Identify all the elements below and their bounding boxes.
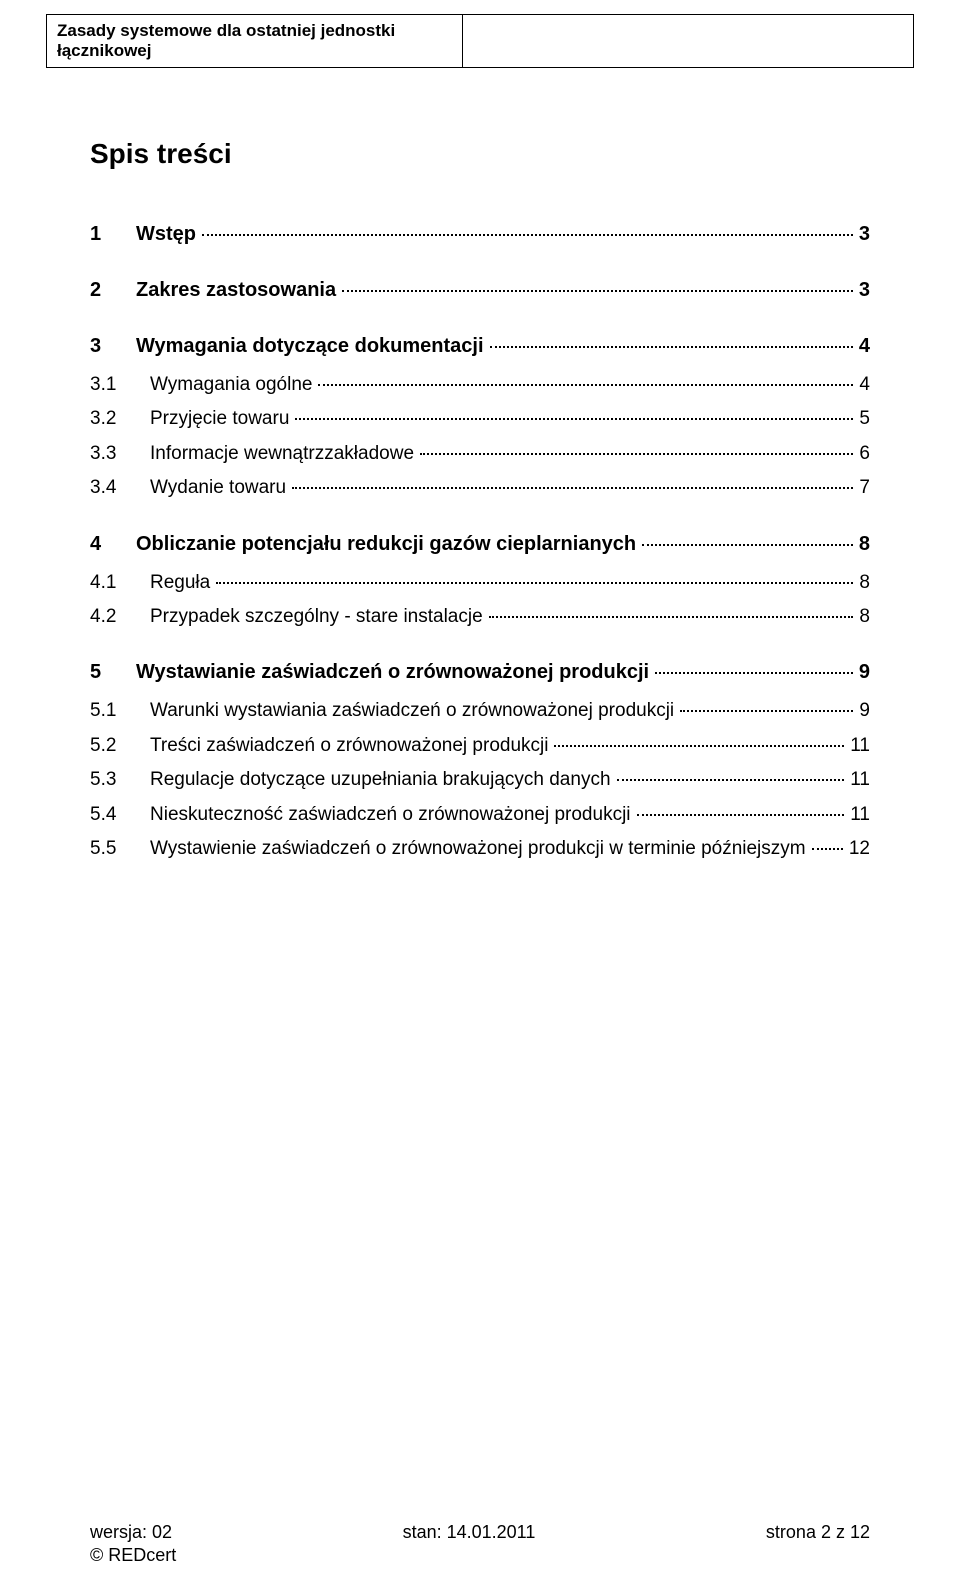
- toc-leader: [680, 710, 853, 712]
- toc-entry[interactable]: 4.1Reguła 8: [90, 568, 870, 598]
- toc-entry-label: Wymagania dotyczące dokumentacji: [136, 330, 484, 362]
- toc-entry-label: Regulacje dotyczące uzupełniania brakują…: [150, 765, 611, 795]
- toc-entry[interactable]: 4Obliczanie potencjału redukcji gazów ci…: [90, 528, 870, 560]
- toc-entry[interactable]: 2Zakres zastosowania 3: [90, 274, 870, 306]
- toc-entry-page: 4: [859, 330, 870, 362]
- toc-entry-label: Wydanie towaru: [150, 473, 286, 503]
- toc-entry[interactable]: 3.4Wydanie towaru 7: [90, 473, 870, 503]
- toc-entry-number: 5.3: [90, 765, 150, 795]
- page: Zasady systemowe dla ostatniej jednostki…: [0, 14, 960, 864]
- toc-leader: [642, 544, 853, 546]
- header-title: Zasady systemowe dla ostatniej jednostki…: [47, 15, 463, 67]
- toc-entry-page: 3: [859, 218, 870, 250]
- toc-entry[interactable]: 3.1Wymagania ogólne 4: [90, 370, 870, 400]
- toc-entry[interactable]: 5.5Wystawienie zaświadczeń o zrównoważon…: [90, 834, 870, 864]
- toc-leader: [637, 814, 845, 816]
- header-spacer: [463, 15, 913, 67]
- toc-leader: [554, 745, 844, 747]
- toc-entry-page: 7: [859, 473, 870, 503]
- toc-entry-number: 3.4: [90, 473, 150, 503]
- toc-entry-page: 4: [859, 370, 870, 400]
- header-band: Zasady systemowe dla ostatniej jednostki…: [46, 14, 914, 68]
- toc-entry[interactable]: 3.3Informacje wewnątrzzakładowe 6: [90, 439, 870, 469]
- toc-entry-label: Przypadek szczególny - stare instalacje: [150, 602, 483, 632]
- toc-entry-number: 5.1: [90, 696, 150, 726]
- toc-entry-number: 5: [90, 656, 136, 688]
- toc-entry-page: 11: [850, 765, 870, 795]
- toc-entry[interactable]: 4.2Przypadek szczególny - stare instalac…: [90, 602, 870, 632]
- toc-entry-number: 5.4: [90, 800, 150, 830]
- toc-entry-number: 3: [90, 330, 136, 362]
- footer-page: strona 2 z 12: [766, 1522, 870, 1543]
- toc-entry-label: Obliczanie potencjału redukcji gazów cie…: [136, 528, 636, 560]
- toc-entry[interactable]: 5Wystawianie zaświadczeń o zrównoważonej…: [90, 656, 870, 688]
- toc-leader: [489, 616, 854, 618]
- toc-entry-label: Reguła: [150, 568, 210, 598]
- toc-leader: [202, 234, 853, 236]
- footer-version: wersja: 02: [90, 1522, 172, 1543]
- toc-entry-number: 4.1: [90, 568, 150, 598]
- footer-row-1: wersja: 02 stan: 14.01.2011 strona 2 z 1…: [90, 1522, 870, 1543]
- toc-entry-page: 8: [859, 528, 870, 560]
- toc-entry-number: 3.1: [90, 370, 150, 400]
- toc-leader: [342, 290, 853, 292]
- footer-row-2: © REDcert: [90, 1545, 870, 1566]
- toc-leader: [490, 346, 853, 348]
- toc-entry[interactable]: 3Wymagania dotyczące dokumentacji 4: [90, 330, 870, 362]
- toc-entry-number: 5.2: [90, 731, 150, 761]
- toc-leader: [295, 418, 853, 420]
- footer: wersja: 02 stan: 14.01.2011 strona 2 z 1…: [90, 1522, 870, 1566]
- toc-entry-label: Nieskuteczność zaświadczeń o zrównoważon…: [150, 800, 631, 830]
- toc-entry-label: Informacje wewnątrzzakładowe: [150, 439, 414, 469]
- toc-entry-number: 2: [90, 274, 136, 306]
- toc-leader: [420, 453, 853, 455]
- toc-leader: [216, 582, 853, 584]
- toc-entry[interactable]: 5.4Nieskuteczność zaświadczeń o zrównowa…: [90, 800, 870, 830]
- toc-entry-number: 4: [90, 528, 136, 560]
- toc-entry-page: 3: [859, 274, 870, 306]
- toc-entry-page: 5: [859, 404, 870, 434]
- footer-date: stan: 14.01.2011: [403, 1522, 536, 1543]
- toc-title: Spis treści: [90, 138, 870, 170]
- toc-entry-number: 5.5: [90, 834, 150, 864]
- toc-entry-page: 11: [850, 731, 870, 761]
- toc-entry[interactable]: 1Wstęp 3: [90, 218, 870, 250]
- toc-entry-page: 8: [859, 602, 870, 632]
- toc-entry-page: 9: [859, 656, 870, 688]
- toc-entry[interactable]: 3.2Przyjęcie towaru 5: [90, 404, 870, 434]
- toc-entry[interactable]: 5.3Regulacje dotyczące uzupełniania brak…: [90, 765, 870, 795]
- toc-entry-label: Przyjęcie towaru: [150, 404, 289, 434]
- toc-leader: [655, 672, 853, 674]
- toc-leader: [292, 487, 853, 489]
- toc-entry-label: Wstęp: [136, 218, 196, 250]
- toc-entry-label: Warunki wystawiania zaświadczeń o zrówno…: [150, 696, 674, 726]
- toc-leader: [812, 848, 843, 850]
- toc-entry-label: Wystawianie zaświadczeń o zrównoważonej …: [136, 656, 649, 688]
- toc-entry-label: Wystawienie zaświadczeń o zrównoważonej …: [150, 834, 806, 864]
- toc-entry-page: 8: [859, 568, 870, 598]
- toc-list: 1Wstęp32Zakres zastosowania33Wymagania d…: [90, 218, 870, 864]
- toc-entry-page: 9: [859, 696, 870, 726]
- toc-entry-page: 11: [850, 800, 870, 830]
- toc-entry-label: Zakres zastosowania: [136, 274, 336, 306]
- toc-entry-label: Wymagania ogólne: [150, 370, 312, 400]
- toc-entry-page: 12: [849, 834, 870, 864]
- toc-leader: [318, 384, 853, 386]
- footer-copyright: © REDcert: [90, 1545, 176, 1566]
- content-area: Spis treści 1Wstęp32Zakres zastosowania3…: [0, 68, 960, 864]
- toc-entry[interactable]: 5.2Treści zaświadczeń o zrównoważonej pr…: [90, 731, 870, 761]
- toc-entry-page: 6: [859, 439, 870, 469]
- toc-entry-number: 1: [90, 218, 136, 250]
- toc-entry-number: 3.2: [90, 404, 150, 434]
- toc-entry[interactable]: 5.1Warunki wystawiania zaświadczeń o zró…: [90, 696, 870, 726]
- toc-entry-number: 3.3: [90, 439, 150, 469]
- toc-entry-number: 4.2: [90, 602, 150, 632]
- toc-leader: [617, 779, 845, 781]
- toc-entry-label: Treści zaświadczeń o zrównoważonej produ…: [150, 731, 548, 761]
